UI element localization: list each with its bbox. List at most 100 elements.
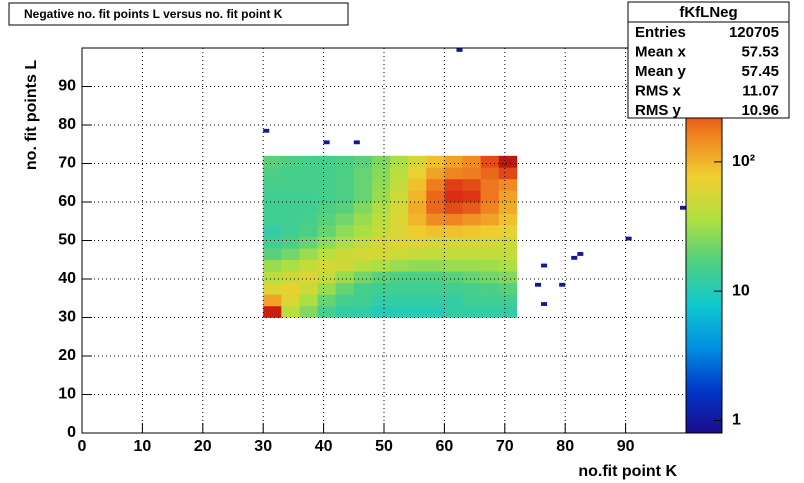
heat-cell <box>317 190 336 203</box>
heat-cell <box>371 294 391 307</box>
heat-cell <box>317 236 336 249</box>
heat-cell <box>444 225 463 237</box>
heat-cell <box>426 282 445 295</box>
heat-cell <box>498 259 518 272</box>
y-tick-label: 70 <box>58 155 76 172</box>
heat-cell <box>390 167 409 180</box>
heat-cell <box>281 178 300 191</box>
heat-cell <box>390 271 409 284</box>
y-tick-label: 0 <box>67 424 76 441</box>
heat-cell <box>281 248 300 261</box>
heat-cell <box>408 190 427 203</box>
heat-cell <box>498 248 518 261</box>
heat-cell <box>390 294 409 307</box>
heat-cell <box>498 178 518 191</box>
z-tick-label: 1 <box>732 412 741 429</box>
heat-cell <box>317 248 336 261</box>
heat-cell <box>299 271 318 284</box>
heat-cell <box>353 213 373 226</box>
heat-cell <box>353 305 373 318</box>
heat-cell <box>426 236 445 249</box>
stats-label: RMS x <box>635 82 682 99</box>
outlier-cell <box>559 282 566 287</box>
z-tick-label: 10² <box>732 153 755 170</box>
heat-cell <box>480 225 500 237</box>
heat-cell <box>281 213 300 226</box>
heat-cell <box>371 248 391 261</box>
x-tick-label: 30 <box>254 438 272 455</box>
heat-cell <box>498 236 518 249</box>
heat-cell <box>408 202 427 214</box>
heat-cell <box>299 178 318 191</box>
heat-cell <box>263 225 282 237</box>
y-tick-label: 10 <box>58 386 76 403</box>
heat-cell <box>426 155 445 168</box>
heat-cell <box>281 236 300 249</box>
heat-cell <box>281 225 300 237</box>
heat-cell <box>335 225 355 237</box>
heat-cell <box>335 178 355 191</box>
heat-cell <box>426 248 445 261</box>
heat-cell <box>317 155 336 168</box>
heat-cell <box>426 167 445 180</box>
chart-title: Negative no. fit points L versus no. fit… <box>24 7 283 21</box>
stats-value: 57.53 <box>741 43 779 60</box>
heat-cell <box>498 305 518 318</box>
heat-cell <box>335 167 355 180</box>
heat-cell <box>390 225 409 237</box>
heat-cell <box>335 271 355 284</box>
heat-cell <box>498 155 518 168</box>
heat-cell <box>353 202 373 214</box>
outlier-cell <box>571 255 578 260</box>
y-tick-label: 90 <box>58 78 76 95</box>
heat-cell <box>462 155 481 168</box>
heat-cell <box>444 271 463 284</box>
heat-cell <box>353 282 373 295</box>
heat-cell <box>263 202 282 214</box>
heat-cell <box>263 259 282 272</box>
heat-cell <box>317 282 336 295</box>
heat-cell <box>408 259 427 272</box>
heat-cell <box>263 271 282 284</box>
stats-box <box>627 1 790 119</box>
heat-cell <box>353 294 373 307</box>
heat-cell <box>371 271 391 284</box>
stats-label: RMS y <box>635 102 682 119</box>
stats-value: 57.45 <box>741 63 779 80</box>
heat-cell <box>426 202 445 214</box>
outlier-cell <box>541 302 548 306</box>
heat-cell <box>408 167 427 180</box>
heat-cell <box>390 236 409 249</box>
heat-cell <box>281 294 300 307</box>
y-tick-label: 80 <box>58 116 76 133</box>
heat-cell <box>498 167 518 180</box>
x-tick-label: 10 <box>134 438 152 455</box>
heat-cell <box>390 190 409 203</box>
heat-cell <box>371 305 391 318</box>
heat-cell <box>390 202 409 214</box>
heat-cell <box>498 294 518 307</box>
heat-cell <box>335 259 355 272</box>
heat-cell <box>299 225 318 237</box>
heat-cell <box>444 202 463 214</box>
heat-cell <box>480 190 500 203</box>
heat-cell <box>281 167 300 180</box>
heat-cell <box>317 213 336 226</box>
stats-label: Mean x <box>635 43 687 60</box>
outlier-cell <box>541 263 548 268</box>
heat-cell <box>444 190 463 203</box>
heat-cell <box>408 248 427 261</box>
y-tick-label: 50 <box>58 232 76 249</box>
heat-cell <box>426 178 445 191</box>
x-tick-label: 0 <box>78 438 87 455</box>
heat-cell <box>462 213 481 226</box>
x-axis-label: no.fit point K <box>578 463 677 480</box>
heat-cell <box>462 305 481 318</box>
heat-cell <box>263 213 282 226</box>
heat-cell <box>353 167 373 180</box>
heat-cell <box>353 190 373 203</box>
heat-cell <box>444 248 463 261</box>
heat-cell <box>353 236 373 249</box>
heat-cell <box>444 259 463 272</box>
